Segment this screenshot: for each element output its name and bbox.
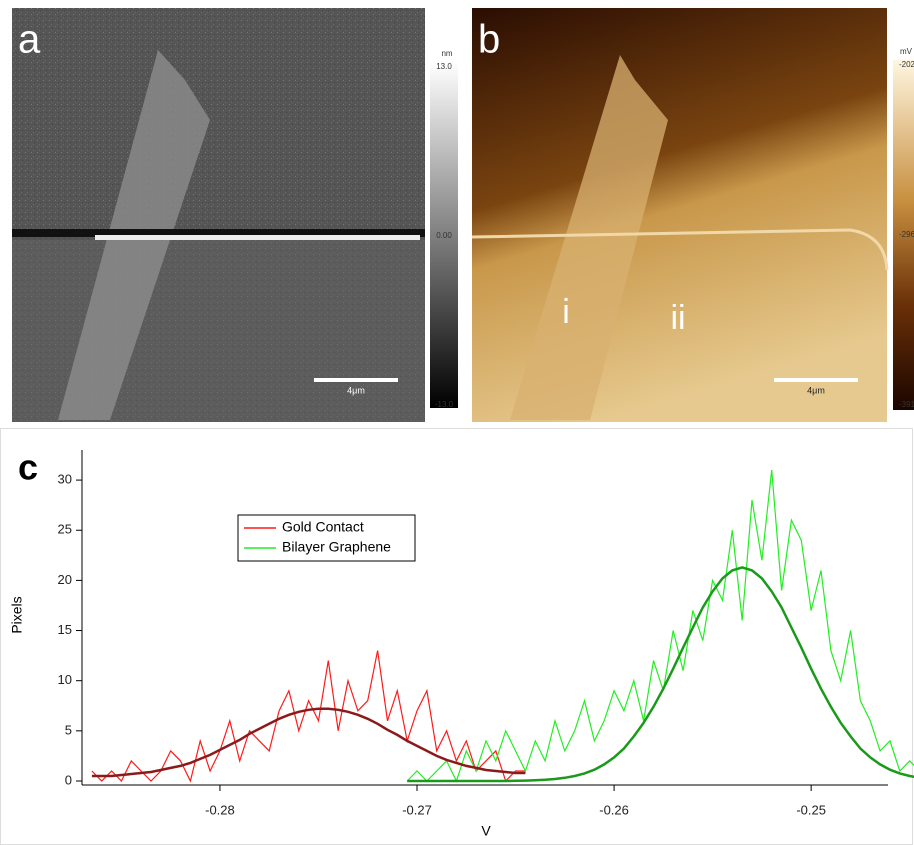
- scale-bar-label: 4μm: [807, 385, 825, 395]
- y-tick-label: 30: [58, 472, 72, 487]
- panel-a: a 4μm nm: [12, 8, 458, 422]
- legend-label: Gold Contact: [282, 519, 364, 535]
- histogram-line: [406, 470, 914, 783]
- panel-label: c: [18, 447, 38, 488]
- scale-bar-label: 4μm: [347, 385, 365, 395]
- histogram-line: [91, 650, 526, 783]
- colorbar: [430, 62, 458, 408]
- legend-box: [237, 514, 416, 562]
- edge-bright: [95, 235, 420, 240]
- y-tick-label: 15: [58, 622, 72, 637]
- y-tick-label: 0: [65, 772, 72, 787]
- region-label: ii: [670, 299, 685, 337]
- x-tick-label: -0.28: [205, 802, 235, 817]
- colorbar-tick-label: -13.0: [435, 400, 454, 409]
- legend-label: Bilayer Graphene: [282, 539, 391, 555]
- colorbar-tick-label: 13.0: [436, 62, 452, 71]
- colorbar-tick-label: -391: [899, 400, 914, 409]
- legend: Gold Contact Bilayer Graphene: [237, 514, 416, 562]
- y-axis-label: Pixels: [9, 596, 25, 633]
- colorbar-tick-label: -202: [899, 60, 914, 69]
- contact-edge: [471, 228, 889, 271]
- colorbar-tick-label: -296: [899, 230, 914, 239]
- colorbar-unit: mV: [900, 47, 913, 56]
- x-tick-label: -0.26: [599, 802, 629, 817]
- x-axis-label: V: [481, 823, 491, 839]
- panel-b: b i ii 4μm mV: [471, 8, 914, 422]
- panel-label: a: [18, 18, 41, 62]
- y-tick-label: 20: [58, 572, 72, 587]
- fit-curve: [91, 707, 526, 778]
- panel-label: b: [478, 18, 500, 62]
- colorbar: [893, 60, 914, 410]
- edge-shadow: [12, 229, 425, 237]
- y-tick-label: 25: [58, 522, 72, 537]
- flake: [510, 55, 668, 420]
- fit-curve: [407, 566, 914, 783]
- y-tick-label: 5: [65, 722, 72, 737]
- y-tick-label: 10: [58, 672, 72, 687]
- x-tick-label: -0.27: [402, 802, 432, 817]
- x-tick-label: -0.25: [796, 802, 826, 817]
- colorbar-unit: nm: [441, 49, 452, 58]
- region-label: i: [562, 293, 570, 331]
- colorbar-tick-label: 0.00: [436, 231, 452, 240]
